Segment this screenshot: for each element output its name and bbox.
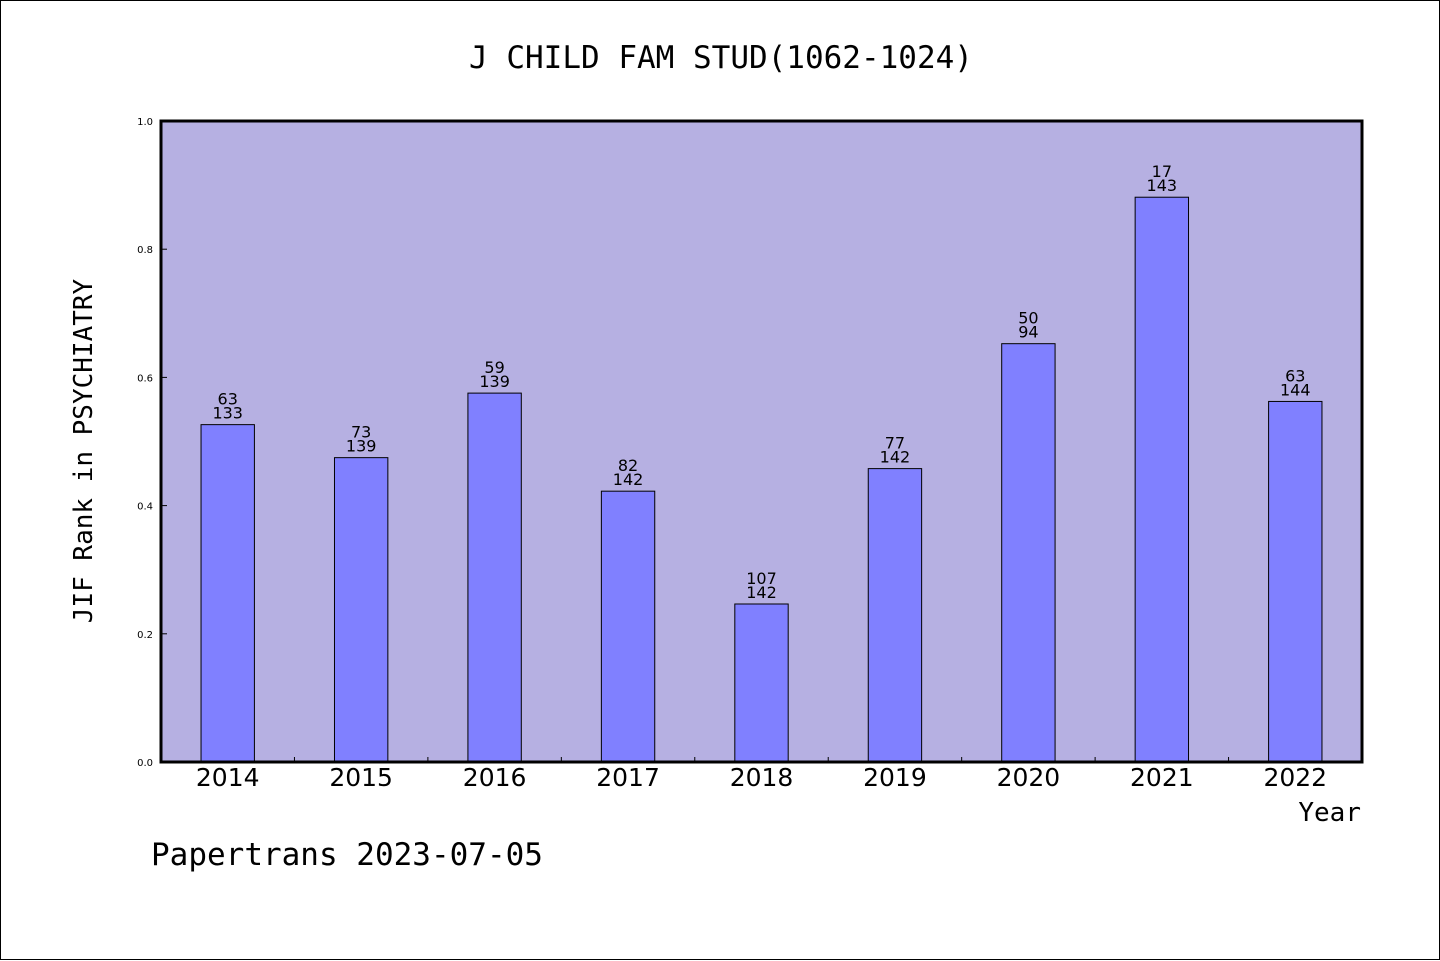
x-tick-label-2021: 2021 (1130, 763, 1194, 792)
plot-border (159, 119, 1364, 764)
total-label-2017: 142 (613, 470, 644, 489)
data-labels-group: 6313373139591398214210714277142509417143… (212, 162, 1310, 602)
bar-2018 (734, 603, 789, 763)
y-tick-label-5: 1.0 (137, 117, 153, 128)
bar-2019 (867, 468, 923, 763)
x-tick-label-2017: 2017 (596, 763, 660, 792)
rank-label-2018: 107 (746, 569, 777, 588)
x-axis-label: Year (1298, 798, 1361, 828)
y-tick-label-0: 0.0 (137, 758, 153, 769)
total-label-2022: 144 (1280, 380, 1311, 399)
x-tick-label-2022: 2022 (1263, 763, 1327, 792)
rank-label-2021: 17 (1152, 162, 1172, 181)
bar-2021 (1134, 196, 1190, 763)
x-axis-ticks: 2014 2015 2016 2017 2018 2019 2020 2021 2022 (196, 757, 1327, 792)
rank-label-2020: 50 (1018, 309, 1038, 328)
total-label-2018: 142 (746, 583, 777, 602)
y-tick-label-2: 0.4 (137, 502, 153, 513)
total-label-2021: 143 (1147, 176, 1178, 195)
y-tick-label-1: 0.2 (137, 630, 153, 641)
total-label-2015: 139 (346, 437, 377, 456)
rank-label-2015: 73 (351, 423, 371, 442)
x-tick-label-2015: 2015 (329, 763, 393, 792)
bar-2022 (1268, 400, 1323, 763)
total-label-2019: 142 (880, 448, 911, 467)
y-axis-label: JIF Rank in PSYCHIATRY (69, 278, 99, 623)
rank-label-2022: 63 (1285, 366, 1305, 385)
total-label-2016: 139 (479, 372, 510, 391)
x-tick-label-2020: 2020 (997, 763, 1061, 792)
bar-2014 (200, 424, 255, 763)
bar-2020 (1001, 343, 1056, 763)
rank-label-2017: 82 (618, 456, 638, 475)
footer-text: Papertrans 2023-07-05 (151, 837, 543, 873)
bar-2016 (467, 392, 522, 763)
rank-label-2016: 59 (484, 358, 504, 377)
x-tick-label-2019: 2019 (863, 763, 927, 792)
bar-2015 (333, 457, 389, 763)
bar-2017 (600, 490, 656, 763)
bars-group (200, 196, 1323, 763)
x-tick-label-2016: 2016 (463, 763, 527, 792)
y-tick-label-3: 0.6 (137, 373, 153, 384)
x-tick-label-2018: 2018 (730, 763, 794, 792)
rank-label-2019: 77 (885, 434, 905, 453)
total-label-2014: 133 (212, 404, 243, 423)
total-label-2020: 94 (1018, 323, 1038, 342)
chart-title: J CHILD FAM STUD(1062-1024) (469, 40, 973, 76)
rank-label-2014: 63 (218, 390, 238, 409)
x-tick-label-2014: 2014 (196, 763, 260, 792)
y-tick-label-4: 0.8 (137, 245, 153, 256)
